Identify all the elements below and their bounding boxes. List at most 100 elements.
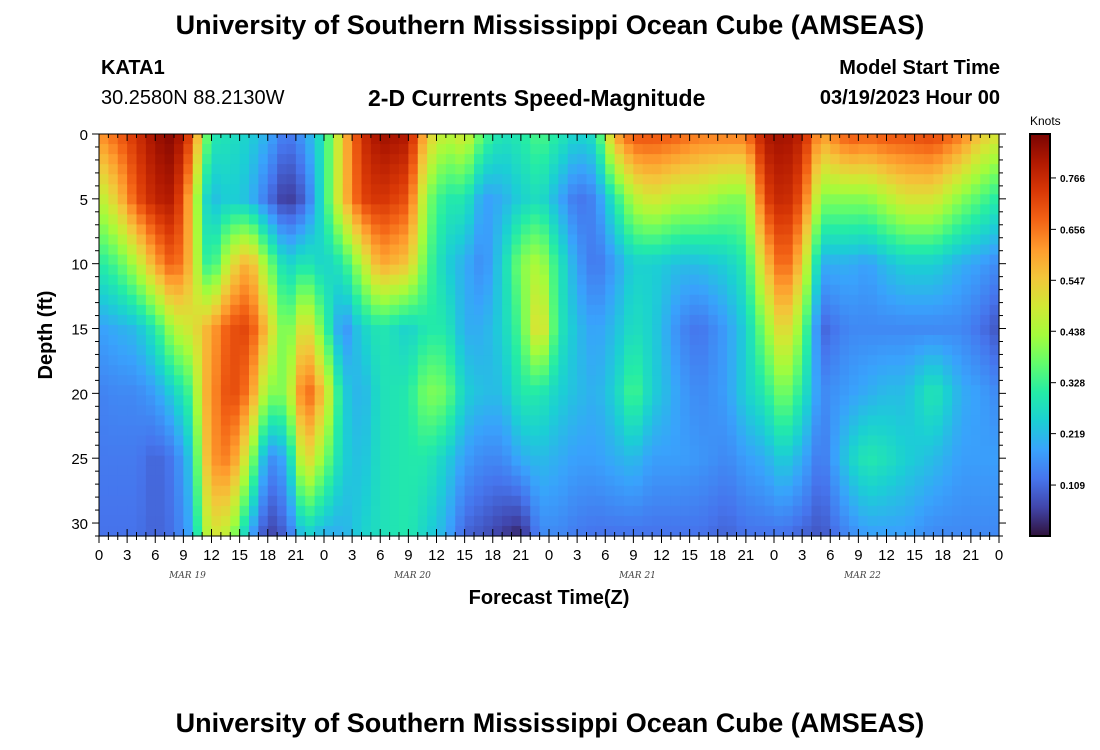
heatmap-cell	[352, 294, 363, 306]
heatmap-cell	[164, 505, 175, 517]
heatmap-cell	[539, 445, 550, 457]
heatmap-cell	[924, 184, 934, 195]
heatmap-cell	[202, 355, 213, 366]
heatmap-cell	[586, 264, 597, 276]
heatmap-cell	[595, 515, 606, 527]
heatmap-cell	[802, 314, 813, 326]
heatmap-cell	[708, 224, 719, 236]
heatmap-cell	[258, 345, 269, 356]
heatmap-cell	[539, 194, 550, 205]
heatmap-cell	[567, 405, 578, 416]
heatmap-cell	[736, 415, 747, 427]
heatmap-cell	[314, 244, 325, 256]
heatmap-cell	[670, 154, 681, 165]
heatmap-cell	[605, 515, 616, 527]
heatmap-cell	[436, 465, 447, 477]
heatmap-cell	[914, 465, 925, 477]
heatmap-cell	[914, 425, 925, 437]
heatmap-cell	[989, 425, 1000, 437]
heatmap-cell	[305, 425, 316, 437]
heatmap-cell	[455, 425, 466, 437]
heatmap-cell	[933, 164, 944, 175]
heatmap-cell	[558, 405, 569, 416]
heatmap-cell	[202, 324, 213, 336]
heatmap-cell	[408, 365, 419, 376]
heatmap-cell	[211, 395, 222, 406]
heatmap-cell	[220, 274, 231, 286]
heatmap-cell	[192, 415, 203, 427]
heatmap-cell	[577, 435, 588, 447]
heatmap-cell	[324, 184, 334, 195]
heatmap-cell	[108, 164, 119, 175]
heatmap-cell	[249, 355, 259, 366]
heatmap-cell	[136, 405, 147, 416]
heatmap-cell	[877, 445, 888, 457]
heatmap-cell	[230, 515, 241, 527]
heatmap-cell	[736, 144, 747, 155]
heatmap-cell	[708, 214, 719, 226]
heatmap-cell	[183, 485, 194, 497]
heatmap-cell	[717, 284, 728, 296]
heatmap-cell	[670, 144, 681, 155]
heatmap-cell	[249, 134, 259, 145]
heatmap-cell	[511, 335, 522, 346]
heatmap-cell	[624, 365, 634, 376]
heatmap-cell	[642, 345, 653, 356]
heatmap-cell	[811, 365, 822, 376]
heatmap-cell	[202, 254, 213, 266]
heatmap-cell	[258, 324, 269, 336]
heatmap-cell	[417, 435, 428, 447]
heatmap-cell	[605, 304, 616, 316]
heatmap-cell	[389, 324, 400, 336]
heatmap-cell	[389, 174, 400, 185]
heatmap-cell	[436, 415, 447, 427]
heatmap-cell	[464, 254, 475, 266]
heatmap-cell	[520, 505, 531, 517]
heatmap-cell	[774, 405, 784, 416]
heatmap-cell	[858, 154, 869, 165]
heatmap-cell	[445, 495, 456, 507]
heatmap-cell	[436, 475, 447, 487]
heatmap-cell	[642, 294, 653, 306]
heatmap-cell	[952, 264, 963, 276]
heatmap-cell	[633, 154, 644, 165]
heatmap-cell	[867, 475, 878, 487]
heatmap-cell	[708, 144, 719, 155]
heatmap-cell	[333, 264, 344, 276]
heatmap-cell	[774, 274, 784, 286]
heatmap-cell	[764, 405, 775, 416]
heatmap-cell	[624, 485, 634, 497]
heatmap-cell	[736, 214, 747, 226]
heatmap-cell	[980, 254, 991, 266]
heatmap-cell	[699, 355, 709, 366]
heatmap-cell	[783, 164, 794, 175]
heatmap-cell	[970, 164, 981, 175]
heatmap-cell	[849, 144, 859, 155]
heatmap-cell	[333, 445, 344, 457]
heatmap-cell	[642, 224, 653, 236]
heatmap-cell	[961, 134, 972, 145]
heatmap-cell	[539, 324, 550, 336]
heatmap-cell	[774, 345, 784, 356]
heatmap-cell	[267, 415, 278, 427]
heatmap-cell	[933, 304, 944, 316]
heatmap-cell	[774, 475, 784, 487]
heatmap-cell	[924, 274, 934, 286]
heatmap-cell	[427, 425, 438, 437]
heatmap-cell	[699, 495, 709, 507]
heatmap-cell	[324, 395, 334, 406]
heatmap-cell	[567, 164, 578, 175]
heatmap-cell	[652, 475, 663, 487]
heatmap-cell	[202, 425, 213, 437]
heatmap-cell	[661, 515, 672, 527]
heatmap-cell	[174, 314, 184, 326]
heatmap-cell	[839, 204, 850, 215]
heatmap-cell	[220, 214, 231, 226]
heatmap-cell	[502, 194, 513, 205]
heatmap-cell	[745, 505, 756, 517]
heatmap-cell	[820, 375, 831, 386]
heatmap-cell	[661, 505, 672, 517]
heatmap-cell	[905, 465, 916, 477]
heatmap-cell	[661, 445, 672, 457]
heatmap-cell	[820, 324, 831, 336]
